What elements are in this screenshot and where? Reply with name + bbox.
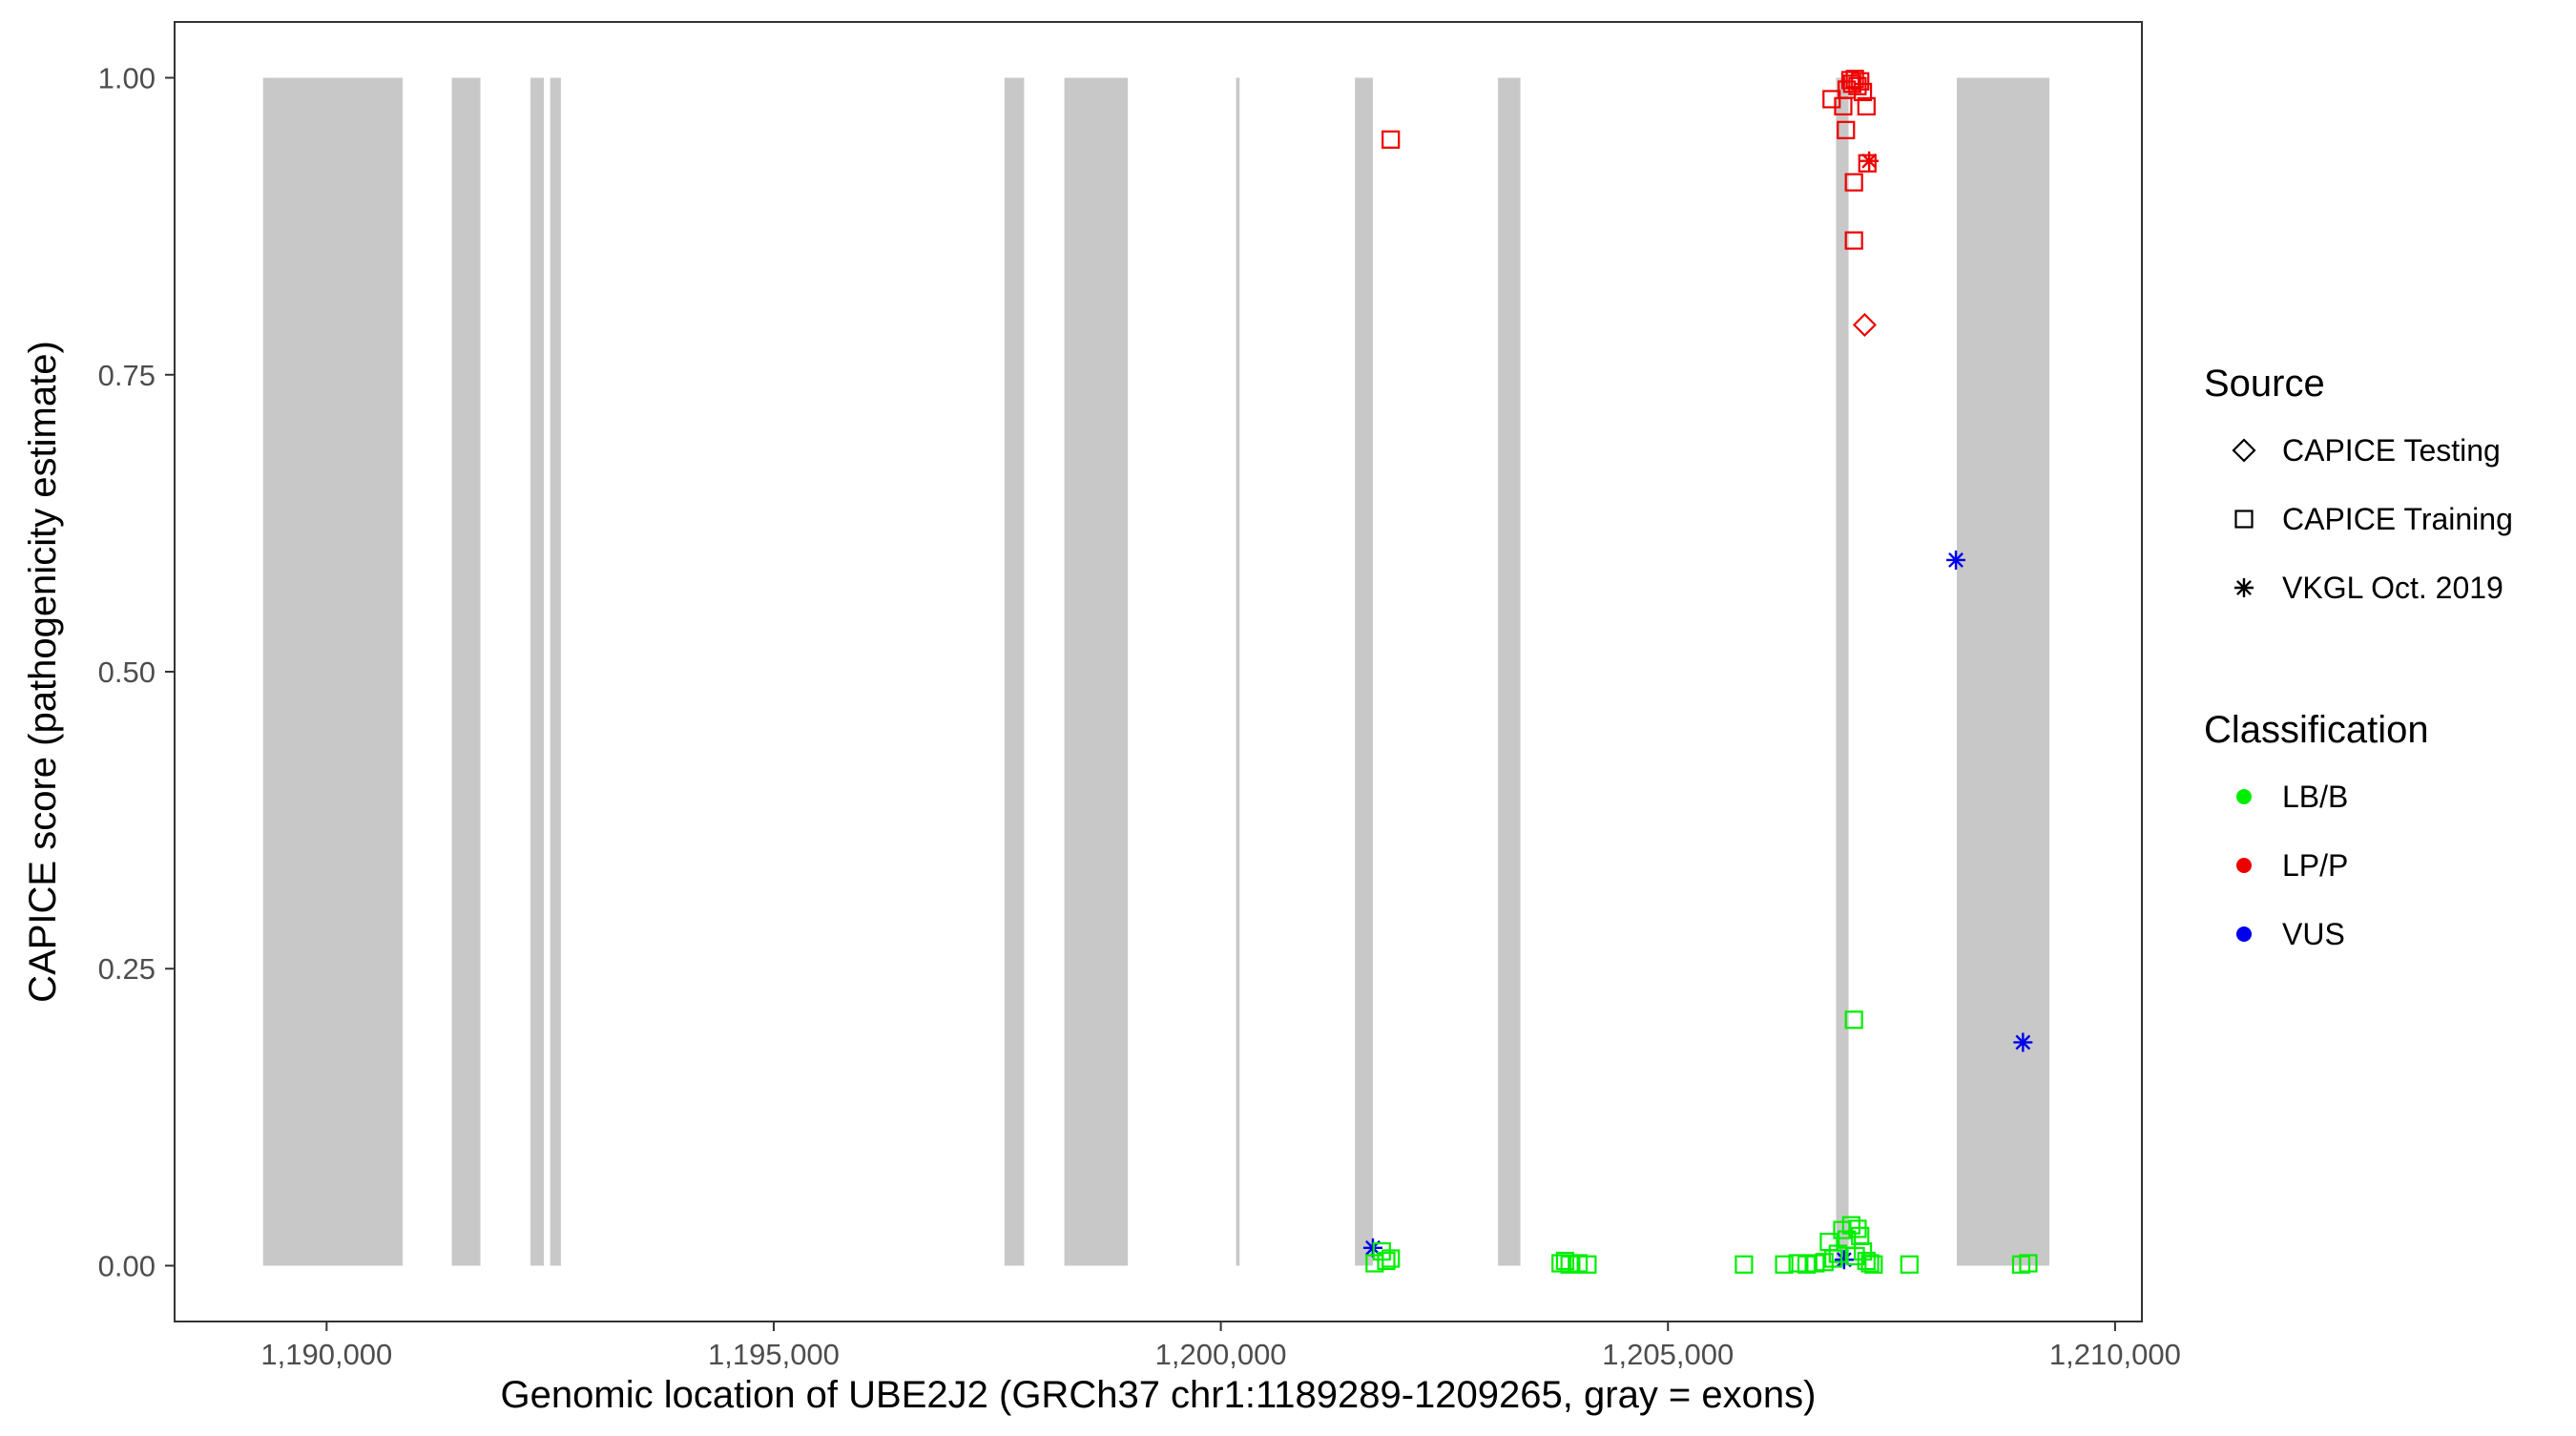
point-layer (1362, 70, 2038, 1274)
data-point (2019, 1254, 2038, 1273)
data-point (1735, 1255, 1754, 1274)
exon-band (262, 77, 404, 1266)
exon-layer (262, 77, 2049, 1266)
y-tick-label: 1.00 (98, 62, 156, 95)
y-axis-label: CAPICE score (pathogenicity estimate) (22, 341, 64, 1003)
legend-class-items: LB/B LP/P VUS (2236, 780, 2348, 951)
data-point (1844, 1010, 1863, 1030)
legend-source-label: CAPICE Training (2282, 502, 2513, 536)
legend-class-key (2236, 926, 2252, 942)
legend-classification-title: Classification (2204, 709, 2429, 751)
data-point (1858, 154, 1877, 173)
data-point (1824, 1249, 1843, 1268)
legend-source-label: VKGL Oct. 2019 (2282, 571, 2503, 605)
exon-band (1498, 77, 1521, 1266)
exon-band (1236, 77, 1240, 1266)
x-tick-label: 1,195,000 (708, 1338, 840, 1371)
legend-source-key (2232, 438, 2256, 463)
exon-band (530, 77, 545, 1266)
data-point (1848, 76, 1867, 95)
data-point (1853, 82, 1873, 102)
y-tick-label: 0.75 (98, 359, 156, 392)
exon-band (451, 77, 481, 1266)
legend-source-items: CAPICE Testing CAPICE Training VKGL Oct. 2… (2232, 433, 2513, 605)
exon-band (550, 77, 561, 1266)
data-point (1775, 1255, 1794, 1274)
data-point (1381, 1249, 1401, 1268)
legend-class-label: VUS (2282, 917, 2345, 951)
legend-source-title: Source (2204, 363, 2325, 405)
data-point (1864, 1255, 1883, 1274)
data-point (1377, 1251, 1396, 1271)
y-tick-label: 0.25 (98, 952, 156, 986)
data-point (1555, 1251, 1575, 1271)
data-point (1857, 96, 1876, 115)
legend-source-key (2234, 510, 2254, 529)
data-point (1900, 1255, 1919, 1274)
data-point (1946, 550, 1966, 570)
legend-source-key (2234, 578, 2254, 597)
x-tick-label: 1,190,000 (260, 1338, 392, 1371)
data-point (1852, 312, 1878, 338)
exon-band (1355, 77, 1373, 1266)
legend: Source CAPICE Testing CAPICE Training VKGL… (2204, 363, 2513, 951)
exon-band (1064, 77, 1129, 1266)
y-tick-label: 0.00 (98, 1249, 156, 1282)
exon-band (1836, 77, 1849, 1266)
data-point (1578, 1255, 1597, 1274)
data-point (1844, 231, 1863, 250)
data-point (1844, 173, 1863, 192)
x-tick-label: 1,210,000 (2049, 1338, 2181, 1371)
legend-class-key (2236, 789, 2252, 804)
exon-band (1956, 77, 2049, 1266)
data-point (1859, 151, 1880, 171)
x-axis: 1,190,000 1,195,000 1,200,000 1,205,000 1,21… (260, 1322, 2181, 1371)
exon-band (1004, 77, 1025, 1266)
y-axis: 0.00 0.25 0.50 0.75 1.00 (98, 62, 175, 1282)
plot-panel (175, 22, 2142, 1322)
legend-source-label: CAPICE Testing (2282, 433, 2501, 468)
legend-class-label: LP/P (2282, 848, 2348, 883)
x-tick-label: 1,205,000 (1602, 1338, 1734, 1371)
y-tick-label: 0.50 (98, 656, 156, 689)
legend-class-label: LB/B (2282, 780, 2348, 814)
x-axis-label: Genomic location of UBE2J2 (GRCh37 chr1:… (501, 1374, 1817, 1416)
data-point (1381, 130, 1401, 149)
data-point (2013, 1032, 2033, 1052)
data-point (1837, 120, 1856, 139)
data-point (1851, 72, 1870, 91)
legend-class-key (2236, 858, 2252, 873)
data-point (1860, 1254, 1880, 1273)
x-tick-label: 1,200,000 (1155, 1338, 1287, 1371)
